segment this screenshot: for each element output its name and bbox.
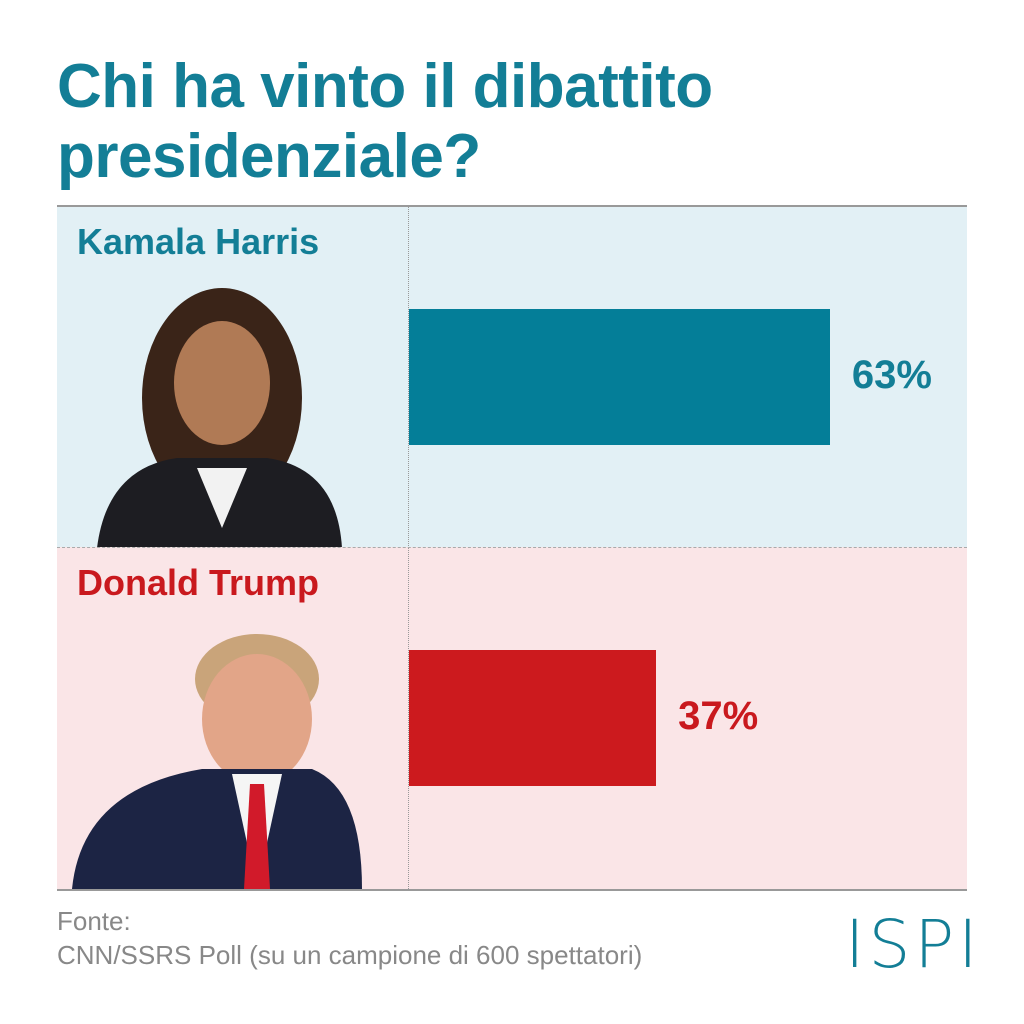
source-label: Fonte: [57,906,131,936]
category-label: Kamala Harris [77,221,320,262]
source-note: Fonte: CNN/SSRS Poll (su un campione di … [57,904,642,972]
panel-harris: Kamala Harris 63% [57,205,967,548]
source-text: CNN/SSRS Poll (su un campione di 600 spe… [57,940,643,970]
value-label: 37% [678,694,759,738]
ispi-logo: ISPI [845,906,982,983]
bar-trump [409,650,657,786]
harris-portrait-icon [97,288,342,548]
trump-portrait-icon [72,634,362,889]
value-label: 63% [851,353,932,397]
axis-divider [408,548,409,889]
panel-trump: Donald Trump 37% [57,547,967,891]
chart-title: Chi ha vinto il dibattito presidenziale? [57,52,713,191]
axis-divider [408,207,409,548]
category-label: Donald Trump [77,562,319,603]
bar-harris [409,309,830,445]
